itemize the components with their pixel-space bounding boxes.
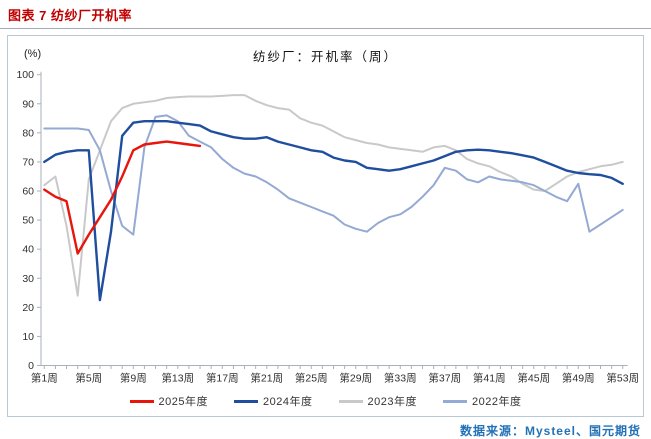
y-axis-unit-label: (%) — [24, 48, 42, 60]
x-tick-label: 第45周 — [517, 372, 550, 385]
x-tick-label: 第33周 — [384, 372, 417, 385]
legend-swatch — [442, 399, 467, 403]
x-tick-label: 第9周 — [120, 372, 147, 385]
x-tick-label: 第21周 — [250, 372, 283, 385]
legend-swatch — [338, 399, 363, 403]
title-divider — [0, 28, 651, 29]
legend-label: 2023年度 — [367, 396, 417, 408]
x-tick-label: 第13周 — [161, 372, 194, 385]
legend-item-2023: 2023年度 — [338, 393, 417, 409]
chart-title: 纺纱厂：开机率（周） — [252, 50, 398, 64]
y-tick-label: 10 — [22, 331, 34, 343]
y-tick-label: 70 — [22, 156, 34, 168]
legend-label: 2024年度 — [263, 396, 313, 408]
y-tick-label: 50 — [22, 215, 34, 227]
x-tick-label: 第49周 — [562, 372, 595, 385]
x-tick-label: 第5周 — [75, 372, 102, 385]
legend-label: 2025年度 — [158, 396, 209, 408]
legend-swatch — [234, 399, 259, 403]
y-tick-label: 40 — [22, 244, 34, 256]
series-line-2023 — [43, 94, 624, 297]
x-tick-label: 第53周 — [606, 372, 639, 385]
y-tick-label: 30 — [22, 273, 34, 285]
x-tick-label: 第25周 — [295, 372, 328, 385]
x-tick-label: 第41周 — [473, 372, 506, 385]
y-tick-label: 80 — [22, 127, 34, 139]
chart-canvas: 0102030405060708090100第1周 第5周 第9周 第13周 第17周第… — [16, 69, 639, 385]
x-tick-label: 第17周 — [206, 372, 239, 385]
series-line-2024 — [43, 120, 624, 302]
series-line-2022 — [43, 114, 624, 236]
x-tick-label: 第1周 — [31, 372, 58, 385]
figure-title: 图表 7 纺纱厂开机率 — [8, 8, 132, 23]
y-tick-label: 90 — [22, 98, 34, 110]
legend-label: 2022年度 — [471, 396, 522, 408]
chart-header: (%) 纺纱厂：开机率（周） — [8, 46, 643, 64]
legend-item-2025: 2025年度 — [129, 393, 209, 409]
legend-swatch — [129, 399, 154, 403]
x-tick-label: 第37周 — [428, 372, 461, 385]
data-source: 数据来源：Mysteel、国元期货 — [459, 424, 641, 438]
y-tick-label: 20 — [22, 302, 34, 314]
y-tick-label: 60 — [22, 186, 34, 198]
chart-legend: 2025年度 2024年度 2023年度 2022年度 — [8, 393, 643, 409]
y-tick-label: 0 — [28, 360, 34, 372]
y-tick-label: 100 — [16, 69, 34, 81]
x-tick-label: 第29周 — [339, 372, 372, 385]
legend-item-2022: 2022年度 — [442, 393, 522, 409]
series-line-2025 — [43, 140, 202, 255]
legend-item-2024: 2024年度 — [234, 393, 312, 409]
chart-container: (%) 纺纱厂：开机率（周） 0 10 20 30 40 50 60 70 80 90 100 第1周… — [7, 35, 644, 417]
